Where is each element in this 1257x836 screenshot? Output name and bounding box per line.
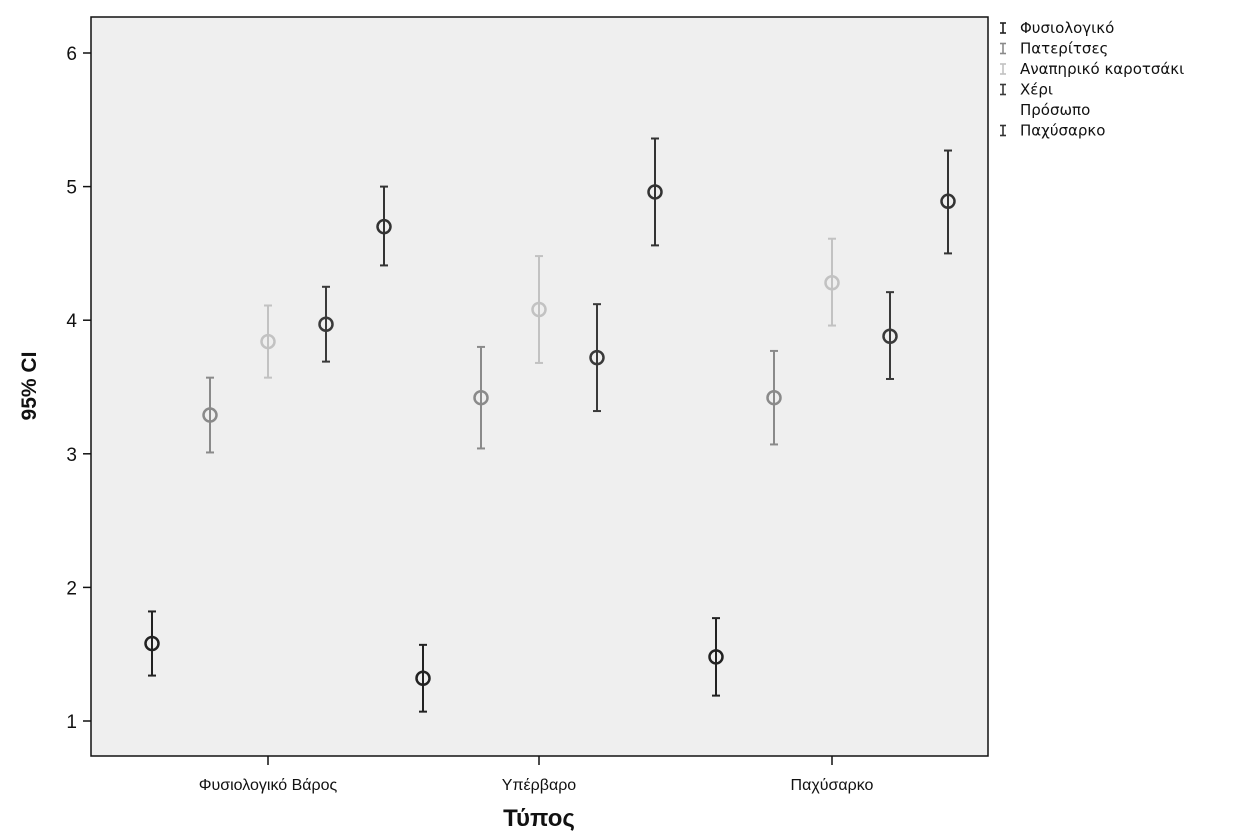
mean-marker [376,218,392,235]
legend-item: Φυσιολογικό [1000,19,1114,37]
x-tick-label: Φυσιολογικό Βάρος [199,777,338,794]
error-bar [708,617,724,697]
error-bar [766,349,782,446]
mean-marker [473,389,489,406]
y-tick-label: 1 [66,712,77,733]
plot-area [90,16,989,757]
legend-label: Παχύσαρκο [1020,122,1105,140]
error-bar [473,345,489,450]
legend-item: Πρόσωπο [1020,101,1090,119]
x-tick-label: Παχύσαρκο [791,777,874,794]
mean-marker [260,333,276,350]
error-bar-marks [144,137,956,713]
error-bar [940,149,956,255]
error-bar [589,303,605,413]
mean-marker [708,649,724,665]
mean-marker [202,407,218,423]
legend-item: Πατερίτσες [1000,40,1108,58]
legend-label: Φυσιολογικό [1020,19,1114,37]
y-tick-label: 2 [66,578,77,599]
legend-item: Χέρι [1000,81,1053,99]
legend: Φυσιολογικό Πατερίτσες Αναπηρικό καροτσάκι… [1000,19,1184,140]
legend-item: Παχύσαρκο [1000,122,1105,140]
mean-marker [144,635,160,652]
error-bar [144,610,160,677]
x-axis-label: Τύπος [503,805,575,832]
error-bar [531,255,547,364]
y-axis-label: 95% CI [18,352,41,421]
mean-marker [318,316,334,332]
y-tick-label: 5 [66,178,77,199]
legend-label: Χέρι [1020,81,1053,99]
error-bar [318,285,334,363]
x-tick-label: Υπέρβαρο [502,777,577,794]
mean-marker [824,275,840,291]
legend-item: Αναπηρικό καροτσάκι [1000,60,1184,78]
mean-marker [415,670,431,686]
error-bar [202,376,218,454]
error-bar [647,137,663,247]
x-axis: Φυσιολογικό Βάρος Υπέρβαρο Παχύσαρκο [199,756,874,794]
error-bar [376,185,392,267]
error-bar [824,237,840,327]
error-bar [415,643,431,713]
error-bar [260,304,276,379]
y-tick-label: 3 [66,445,77,466]
mean-marker [940,193,956,210]
y-tick-label: 6 [66,44,77,65]
mean-marker [531,301,547,318]
y-tick-label: 4 [66,311,77,332]
y-axis: 1 2 3 4 5 6 [66,44,91,733]
mean-marker [589,349,605,366]
mean-marker [882,328,898,344]
legend-label: Πατερίτσες [1020,40,1108,58]
legend-label: Πρόσωπο [1020,101,1090,119]
mean-marker [766,389,782,406]
error-bar [882,291,898,380]
legend-label: Αναπηρικό καροτσάκι [1020,60,1184,78]
mean-marker [647,184,663,200]
